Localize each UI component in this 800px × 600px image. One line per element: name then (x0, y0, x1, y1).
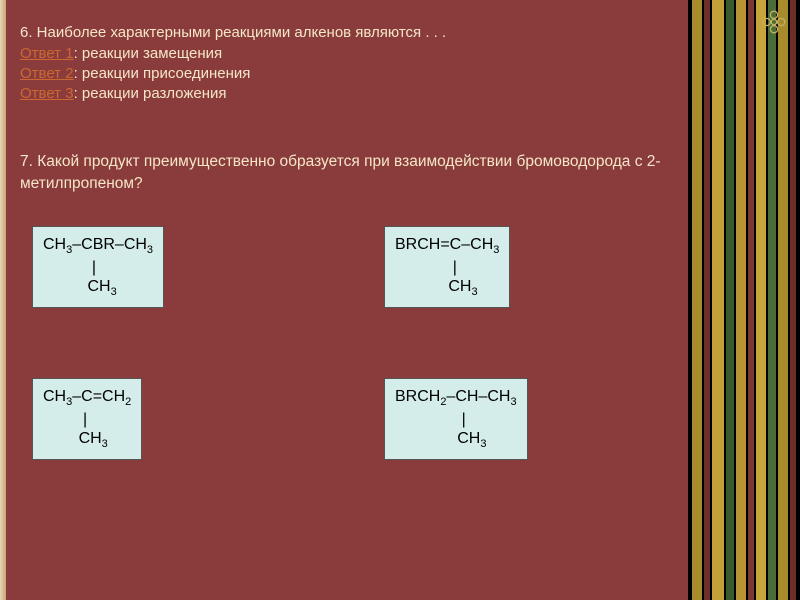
formula-c[interactable]: CH3–C=CH2 | CH3 (32, 378, 142, 460)
answer-3[interactable]: Ответ 3: реакции разложения (20, 85, 668, 103)
slide-main: 6. Наиболее характерными реакциями алкен… (0, 0, 688, 600)
answer-2-label: Ответ 2 (20, 65, 74, 82)
stripe-pattern-icon (688, 0, 800, 600)
answer-2[interactable]: Ответ 2: реакции присоединения (20, 65, 668, 83)
answer-1-label: Ответ 1 (20, 45, 74, 62)
answer-3-label: Ответ 3 (20, 85, 74, 102)
question-7-text: 7. Какой продукт преимущественно образуе… (20, 151, 668, 194)
formula-grid: CH3–CBR–CH3 | CH3 BRCH=C–CH3 | CH3 CH3–C… (20, 226, 668, 460)
question-6-text: 6. Наиболее характерными реакциями алкен… (20, 24, 668, 41)
flower-decor-icon (756, 4, 792, 40)
slide-border (0, 0, 6, 600)
answer-1[interactable]: Ответ 1: реакции замещения (20, 45, 668, 63)
formula-d[interactable]: BRCH2–CH–CH3 | CH3 (384, 378, 528, 460)
answer-2-text: : реакции присоединения (74, 65, 251, 82)
formula-b[interactable]: BRCH=C–CH3 | CH3 (384, 226, 510, 308)
sidebar-pattern (688, 0, 800, 600)
formula-a[interactable]: CH3–CBR–CH3 | CH3 (32, 226, 164, 308)
answer-3-text: : реакции разложения (74, 85, 227, 102)
answer-1-text: : реакции замещения (74, 45, 223, 62)
